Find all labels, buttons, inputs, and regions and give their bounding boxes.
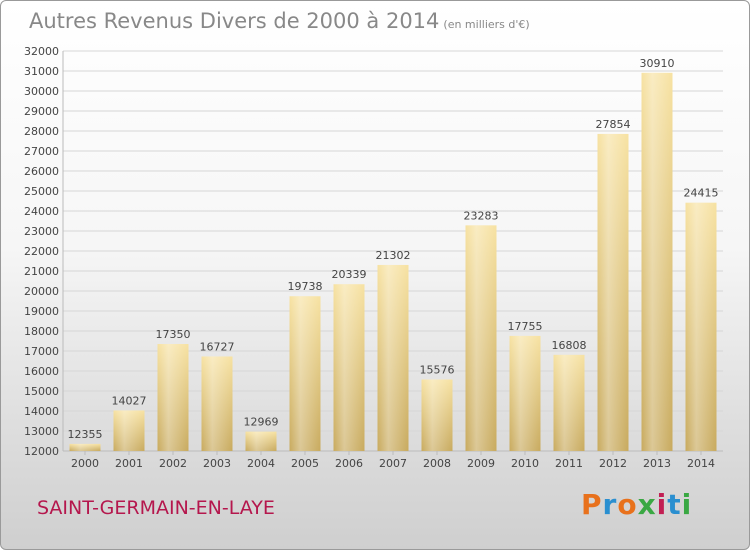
y-tick-label: 27000 <box>24 145 59 158</box>
y-tick-label: 25000 <box>24 185 59 198</box>
x-tick-label: 2008 <box>423 457 451 470</box>
bar-highlight <box>377 264 409 451</box>
bar-highlight <box>69 443 101 451</box>
data-label: 24415 <box>684 187 719 200</box>
data-label: 19738 <box>288 280 323 293</box>
bar-highlight <box>597 133 629 452</box>
x-tick-label: 2007 <box>379 457 407 470</box>
data-label: 12355 <box>68 428 103 441</box>
bar-highlight <box>421 379 453 451</box>
data-label: 17755 <box>508 320 543 333</box>
y-tick-label: 20000 <box>24 285 59 298</box>
y-tick-label: 28000 <box>24 125 59 138</box>
y-tick-label: 24000 <box>24 205 59 218</box>
logo-letter: i <box>656 488 668 521</box>
logo-letter: P <box>581 488 603 521</box>
x-tick-label: 2013 <box>643 457 671 470</box>
bar-highlight <box>289 296 321 451</box>
bar-highlight <box>201 356 233 451</box>
y-tick-label: 31000 <box>24 65 59 78</box>
y-tick-label: 21000 <box>24 265 59 278</box>
data-label: 21302 <box>376 249 411 262</box>
chart-title: Autres Revenus Divers de 2000 à 2014 (en … <box>29 9 530 33</box>
y-tick-label: 19000 <box>24 305 59 318</box>
logo-letter: i <box>681 488 693 521</box>
x-tick-label: 2014 <box>687 457 715 470</box>
y-tick-label: 12000 <box>24 445 59 458</box>
y-tick-label: 23000 <box>24 225 59 238</box>
y-tick-label: 29000 <box>24 105 59 118</box>
y-tick-label: 22000 <box>24 245 59 258</box>
x-tick-label: 2010 <box>511 457 539 470</box>
logo-letter: r <box>602 488 618 521</box>
x-tick-label: 2009 <box>467 457 495 470</box>
bar-highlight <box>685 202 717 451</box>
y-tick-label: 30000 <box>24 85 59 98</box>
chart-title-text: Autres Revenus Divers de 2000 à 2014 <box>29 9 440 33</box>
y-axis: 12000 13000 14000 15000 16000 17000 18000 19000… <box>24 45 723 458</box>
data-label: 12969 <box>244 416 279 429</box>
logo-letter: x <box>637 488 657 521</box>
x-tick-label: 2006 <box>335 457 363 470</box>
data-label: 23283 <box>464 209 499 222</box>
data-label: 16727 <box>200 340 235 353</box>
data-label: 14027 <box>112 394 147 407</box>
x-tick-label: 2000 <box>71 457 99 470</box>
x-tick-label: 2012 <box>599 457 627 470</box>
bar-highlight <box>553 354 585 451</box>
y-tick-label: 17000 <box>24 345 59 358</box>
logo-letter: o <box>617 488 638 521</box>
data-label: 17350 <box>156 328 191 341</box>
bar-highlight <box>333 284 365 451</box>
y-tick-label: 16000 <box>24 365 59 378</box>
bar-highlight <box>113 410 145 451</box>
y-tick-label: 32000 <box>24 45 59 58</box>
data-labels: 12355 14027 17350 16727 12969 19738 20339 21302… <box>68 57 719 441</box>
bar-highlight <box>509 335 541 451</box>
x-tick-label: 2001 <box>115 457 143 470</box>
data-label: 20339 <box>332 268 367 281</box>
data-label: 15576 <box>420 363 455 376</box>
data-label: 16808 <box>552 339 587 352</box>
bar-highlight <box>465 225 497 451</box>
x-tick-label: 2011 <box>555 457 583 470</box>
logo-letter: t <box>667 488 682 521</box>
chart-subtitle: (en milliers d'€) <box>443 18 530 31</box>
bar-highlight <box>157 344 189 451</box>
y-tick-label: 18000 <box>24 325 59 338</box>
commune-name: SAINT-GERMAIN-EN-LAYE <box>37 497 275 519</box>
x-tick-label: 2002 <box>159 457 187 470</box>
x-tick-label: 2004 <box>247 457 275 470</box>
data-label: 27854 <box>596 118 631 131</box>
proxiti-logo[interactable]: Proxiti <box>581 488 692 521</box>
bars <box>69 72 717 452</box>
x-axis: 2000 2001 2002 2003 2004 2005 2006 2007 2008 2009… <box>71 451 715 470</box>
bar-highlight <box>641 72 673 452</box>
y-tick-label: 13000 <box>24 425 59 438</box>
x-tick-label: 2003 <box>203 457 231 470</box>
data-label: 30910 <box>640 57 675 70</box>
x-tick-label: 2005 <box>291 457 319 470</box>
y-tick-label: 26000 <box>24 165 59 178</box>
y-tick-label: 14000 <box>24 405 59 418</box>
y-tick-label: 15000 <box>24 385 59 398</box>
bar-highlight <box>245 431 277 451</box>
